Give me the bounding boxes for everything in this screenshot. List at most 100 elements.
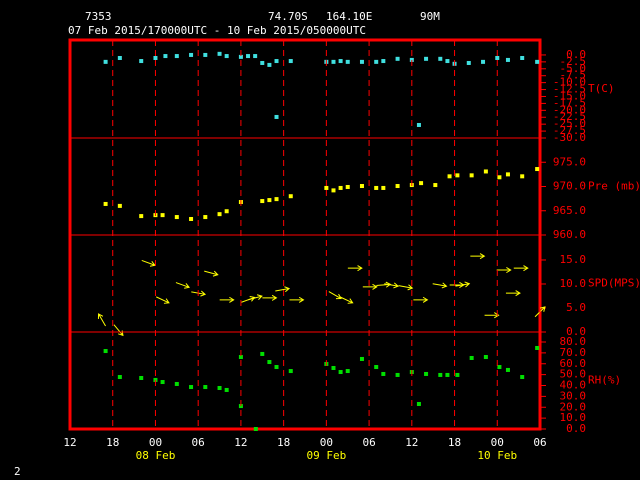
x-tick-label: 00	[149, 436, 162, 449]
data-point	[447, 174, 452, 179]
data-point	[359, 59, 364, 64]
arrow-shape	[432, 282, 448, 289]
data-point	[253, 427, 258, 431]
y-tick-label: 970.0	[553, 180, 586, 193]
y-tick-label: 975.0	[553, 155, 586, 168]
data-point	[139, 375, 144, 380]
wind-arrow	[328, 291, 342, 300]
y-tick-label: 960.0	[553, 228, 586, 241]
wind-arrow	[413, 296, 429, 303]
y-tick-label: 60.0	[560, 357, 587, 370]
wind-arrow	[204, 270, 219, 277]
arrow-shape	[513, 265, 529, 272]
data-point	[345, 184, 350, 189]
y-tick-label: 30.0	[560, 389, 587, 402]
data-point	[455, 372, 460, 377]
wind-arrow	[455, 281, 471, 288]
arrow-shape	[248, 294, 263, 301]
y-tick-label: -22.5	[553, 110, 586, 123]
data-point	[174, 54, 179, 59]
data-point	[445, 372, 450, 377]
data-point	[438, 372, 443, 377]
data-point	[338, 370, 343, 375]
wind-arrow	[496, 267, 512, 274]
data-point	[174, 215, 179, 220]
data-point	[433, 183, 438, 188]
y-tick-label: -12.5	[553, 83, 586, 96]
y-tick-label: -2.5	[560, 55, 587, 68]
data-point	[520, 55, 525, 60]
data-point	[424, 371, 429, 376]
data-point	[483, 355, 488, 360]
data-point	[160, 380, 165, 385]
wind-arrow	[484, 312, 500, 319]
data-point	[455, 173, 460, 178]
arrow-shape	[496, 267, 512, 274]
data-point	[267, 198, 272, 203]
y-tick-label: 50.0	[560, 368, 587, 381]
data-point	[117, 375, 122, 380]
data-point	[260, 199, 265, 204]
x-tick-label: 06	[533, 436, 546, 449]
data-point	[274, 197, 279, 202]
y-tick-label: -15.0	[553, 89, 586, 102]
y-tick-label: 0.0	[566, 48, 586, 61]
x-tick-label: 00	[320, 436, 333, 449]
data-point	[189, 216, 194, 221]
arrow-shape	[241, 295, 256, 303]
data-point	[395, 56, 400, 61]
data-point	[483, 169, 488, 174]
elevation: 90M	[420, 10, 440, 23]
arrow-shape	[328, 291, 342, 300]
data-point	[238, 54, 243, 59]
arrow-shape	[97, 313, 106, 327]
data-point	[505, 367, 510, 372]
data-point	[338, 185, 343, 190]
data-point	[288, 369, 293, 374]
data-point	[535, 345, 540, 350]
y-tick-label: 0.0	[566, 422, 586, 435]
arrow-shape	[470, 253, 486, 260]
data-point	[253, 54, 258, 59]
y-tick-label: 20.0	[560, 400, 587, 413]
x-tick-label: 06	[192, 436, 205, 449]
data-point	[520, 174, 525, 179]
wind-arrow	[384, 282, 400, 289]
data-point	[331, 59, 336, 64]
arrow-shape	[262, 294, 278, 301]
data-point	[117, 55, 122, 60]
data-point	[224, 209, 229, 214]
data-point	[520, 375, 525, 380]
data-point	[260, 60, 265, 65]
wind-arrow	[347, 265, 363, 272]
page-number: 2	[14, 465, 21, 478]
y-tick-label: 965.0	[553, 204, 586, 217]
data-point	[395, 372, 400, 377]
data-point	[409, 57, 414, 62]
arrow-shape	[413, 296, 429, 303]
arrow-shape	[398, 284, 414, 291]
data-point	[117, 203, 122, 208]
data-point	[153, 55, 158, 60]
data-point	[419, 181, 424, 186]
data-point	[374, 185, 379, 190]
data-point	[203, 52, 208, 57]
data-point	[345, 369, 350, 374]
y-tick-label: -7.5	[560, 69, 587, 82]
data-point	[163, 54, 168, 59]
arrow-shape	[384, 282, 400, 289]
data-point	[103, 201, 108, 206]
data-point	[505, 172, 510, 177]
wind-arrow	[248, 294, 263, 301]
y-tick-label: -30.0	[553, 131, 586, 144]
y-tick-label: 10.0	[560, 277, 587, 290]
wind-arrow	[505, 290, 521, 297]
data-point	[497, 365, 502, 370]
data-point	[381, 59, 386, 64]
arrow-shape	[141, 259, 156, 267]
data-point	[238, 404, 243, 409]
wind-arrow	[156, 296, 170, 304]
data-point	[495, 55, 500, 60]
data-point	[438, 56, 443, 61]
